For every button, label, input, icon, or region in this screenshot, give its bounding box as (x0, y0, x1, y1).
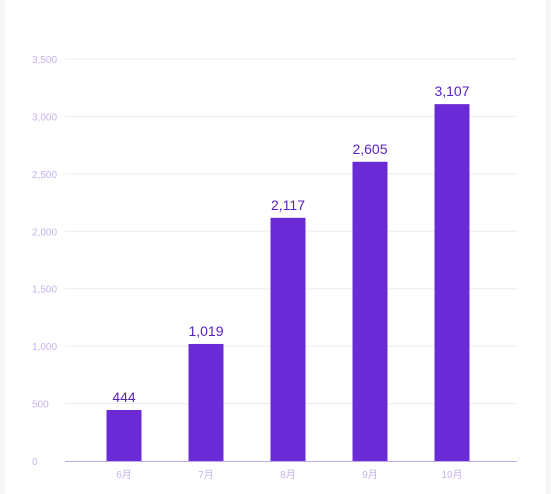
data-label: 3,107 (434, 83, 469, 99)
x-tick-label: 10月 (441, 469, 462, 481)
x-tick-label: 7月 (198, 469, 214, 481)
data-label: 1,019 (188, 323, 223, 339)
x-tick-label: 8月 (280, 469, 296, 481)
bars (106, 104, 470, 461)
y-axis-tick-labels: 0 500 1,000 1,500 2,000 2,500 3,000 3,500 (32, 55, 57, 468)
y-tick-label: 1,500 (32, 285, 57, 296)
y-tick-label: 3,000 (32, 112, 57, 123)
bar (188, 343, 224, 461)
bar (434, 104, 470, 461)
data-label: 2,605 (352, 141, 387, 157)
x-tick-label: 9月 (362, 469, 378, 481)
bar (270, 217, 306, 461)
bar (352, 161, 388, 461)
y-tick-label: 1,000 (32, 342, 57, 353)
y-tick-label: 500 (32, 400, 49, 411)
y-tick-label: 2,000 (32, 227, 57, 238)
data-label: 2,117 (271, 197, 305, 213)
data-label: 444 (112, 389, 136, 405)
y-tick-label: 0 (32, 457, 38, 468)
y-tick-label: 2,500 (32, 170, 57, 181)
bar (106, 410, 142, 461)
y-tick-label: 3,500 (32, 55, 57, 66)
x-tick-label: 6月 (116, 469, 132, 481)
data-labels: 444 1,019 2,117 2,605 3,107 (112, 83, 469, 405)
x-axis-tick-labels: 6月 7月 8月 9月 10月 (116, 469, 462, 481)
